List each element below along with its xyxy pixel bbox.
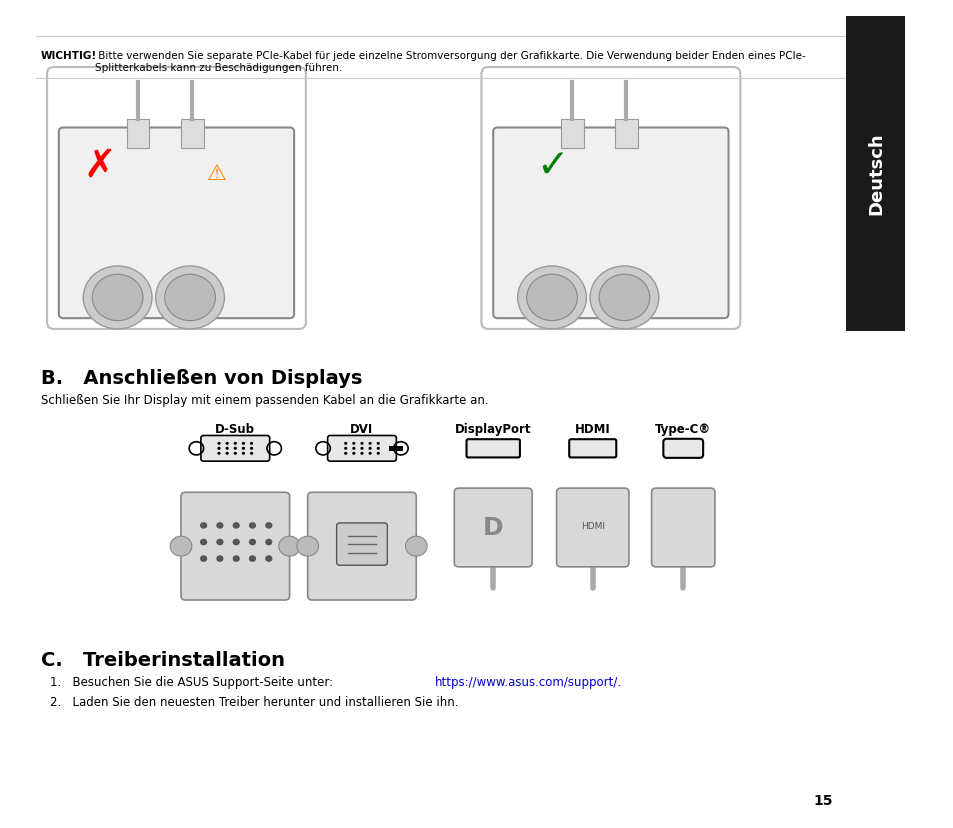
- Text: HDMI: HDMI: [575, 422, 610, 436]
- Circle shape: [217, 442, 220, 445]
- FancyBboxPatch shape: [327, 436, 395, 462]
- Circle shape: [517, 267, 586, 330]
- Bar: [389, 446, 402, 451]
- FancyBboxPatch shape: [556, 489, 628, 567]
- FancyBboxPatch shape: [59, 128, 294, 319]
- Circle shape: [352, 452, 355, 455]
- Circle shape: [598, 275, 649, 321]
- Circle shape: [92, 275, 143, 321]
- Circle shape: [265, 539, 273, 546]
- Circle shape: [368, 442, 372, 445]
- Circle shape: [250, 442, 253, 445]
- Text: ⚠: ⚠: [207, 164, 227, 184]
- FancyBboxPatch shape: [466, 440, 519, 458]
- FancyBboxPatch shape: [569, 440, 616, 458]
- Circle shape: [352, 442, 355, 445]
- Circle shape: [83, 267, 152, 330]
- Circle shape: [170, 537, 192, 556]
- Circle shape: [217, 447, 220, 450]
- Text: B.   Anschließen von Displays: B. Anschließen von Displays: [41, 368, 362, 388]
- Bar: [127, 120, 150, 149]
- Text: https://www.asus.com/support/.: https://www.asus.com/support/.: [435, 675, 621, 688]
- Circle shape: [225, 447, 229, 450]
- Circle shape: [344, 452, 347, 455]
- Circle shape: [217, 452, 220, 455]
- Circle shape: [249, 539, 255, 546]
- Circle shape: [241, 447, 245, 450]
- Circle shape: [376, 442, 379, 445]
- Circle shape: [265, 556, 273, 562]
- Bar: [615, 120, 638, 149]
- Circle shape: [368, 447, 372, 450]
- Text: D: D: [482, 516, 503, 539]
- Text: 15: 15: [813, 793, 832, 807]
- Circle shape: [249, 522, 255, 529]
- Circle shape: [376, 452, 379, 455]
- Text: C.   Treiberinstallation: C. Treiberinstallation: [41, 650, 284, 669]
- Circle shape: [405, 537, 427, 556]
- FancyBboxPatch shape: [201, 436, 270, 462]
- Circle shape: [360, 442, 363, 445]
- Circle shape: [165, 275, 215, 321]
- Text: DisplayPort: DisplayPort: [455, 422, 531, 436]
- Text: ✗: ✗: [83, 147, 115, 185]
- Circle shape: [233, 556, 239, 562]
- Circle shape: [368, 452, 372, 455]
- Circle shape: [360, 447, 363, 450]
- FancyBboxPatch shape: [181, 493, 290, 600]
- FancyBboxPatch shape: [662, 439, 702, 459]
- Circle shape: [155, 267, 224, 330]
- FancyBboxPatch shape: [454, 489, 532, 567]
- Circle shape: [200, 539, 207, 546]
- FancyBboxPatch shape: [651, 489, 714, 567]
- Text: Deutsch: Deutsch: [866, 132, 884, 215]
- Text: Bitte verwenden Sie separate PCIe-Kabel für jede einzelne Stromversorgung der Gr: Bitte verwenden Sie separate PCIe-Kabel …: [95, 51, 805, 73]
- Text: Schließen Sie Ihr Display mit einem passenden Kabel an die Grafikkarte an.: Schließen Sie Ihr Display mit einem pass…: [41, 393, 488, 407]
- Bar: [181, 120, 203, 149]
- Text: HDMI: HDMI: [580, 522, 604, 530]
- Circle shape: [344, 442, 347, 445]
- Circle shape: [265, 522, 273, 529]
- FancyBboxPatch shape: [845, 17, 904, 331]
- FancyBboxPatch shape: [47, 68, 306, 330]
- Circle shape: [278, 537, 300, 556]
- Circle shape: [352, 447, 355, 450]
- Circle shape: [216, 539, 223, 546]
- Circle shape: [376, 447, 379, 450]
- FancyBboxPatch shape: [308, 493, 416, 600]
- FancyBboxPatch shape: [493, 128, 728, 319]
- Circle shape: [241, 442, 245, 445]
- Text: 1.   Besuchen Sie die ASUS Support-Seite unter:: 1. Besuchen Sie die ASUS Support-Seite u…: [50, 675, 336, 688]
- Circle shape: [233, 447, 236, 450]
- Circle shape: [241, 452, 245, 455]
- FancyBboxPatch shape: [336, 523, 387, 566]
- Circle shape: [233, 442, 236, 445]
- Circle shape: [225, 442, 229, 445]
- Circle shape: [216, 522, 223, 529]
- Text: Type-C®: Type-C®: [655, 422, 711, 436]
- Circle shape: [225, 452, 229, 455]
- Text: 2.   Laden Sie den neuesten Treiber herunter und installieren Sie ihn.: 2. Laden Sie den neuesten Treiber herunt…: [50, 696, 457, 709]
- Circle shape: [249, 556, 255, 562]
- Circle shape: [589, 267, 659, 330]
- Text: WICHTIG!: WICHTIG!: [41, 51, 97, 61]
- Text: D-Sub: D-Sub: [215, 422, 255, 436]
- Circle shape: [526, 275, 577, 321]
- Circle shape: [200, 556, 207, 562]
- Circle shape: [296, 537, 318, 556]
- Circle shape: [344, 447, 347, 450]
- Circle shape: [360, 452, 363, 455]
- Circle shape: [233, 539, 239, 546]
- Circle shape: [200, 522, 207, 529]
- Text: DVI: DVI: [350, 422, 374, 436]
- FancyBboxPatch shape: [481, 68, 740, 330]
- Bar: [560, 120, 583, 149]
- Circle shape: [250, 447, 253, 450]
- Circle shape: [233, 452, 236, 455]
- Circle shape: [233, 522, 239, 529]
- Circle shape: [216, 556, 223, 562]
- Circle shape: [250, 452, 253, 455]
- Text: ✓: ✓: [536, 147, 568, 185]
